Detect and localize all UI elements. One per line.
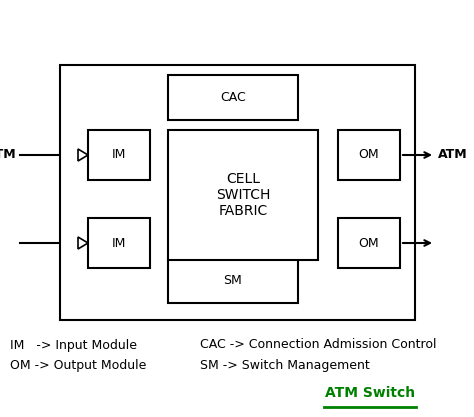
Bar — [60, 65, 415, 320]
Bar — [168, 258, 298, 303]
Text: IM   -> Input Module: IM -> Input Module — [10, 339, 137, 352]
Text: ATM: ATM — [0, 148, 17, 161]
Text: SM: SM — [224, 274, 242, 287]
Text: IM: IM — [112, 236, 126, 249]
Text: CAC: CAC — [220, 91, 246, 104]
Text: ATM: ATM — [438, 148, 468, 161]
Text: CAC -> Connection Admission Control: CAC -> Connection Admission Control — [200, 339, 437, 352]
Text: IM: IM — [112, 148, 126, 161]
Bar — [88, 218, 150, 268]
Text: SM -> Switch Management: SM -> Switch Management — [200, 359, 370, 372]
Text: OM -> Output Module: OM -> Output Module — [10, 359, 146, 372]
Bar — [88, 130, 150, 180]
Text: ATM Switch: ATM Switch — [325, 386, 415, 400]
Bar — [168, 75, 298, 120]
Bar — [338, 218, 400, 268]
Text: CELL
SWITCH
FABRIC: CELL SWITCH FABRIC — [216, 172, 270, 218]
Text: OM: OM — [359, 236, 379, 249]
Bar — [338, 130, 400, 180]
Bar — [168, 130, 318, 260]
Text: OM: OM — [359, 148, 379, 161]
